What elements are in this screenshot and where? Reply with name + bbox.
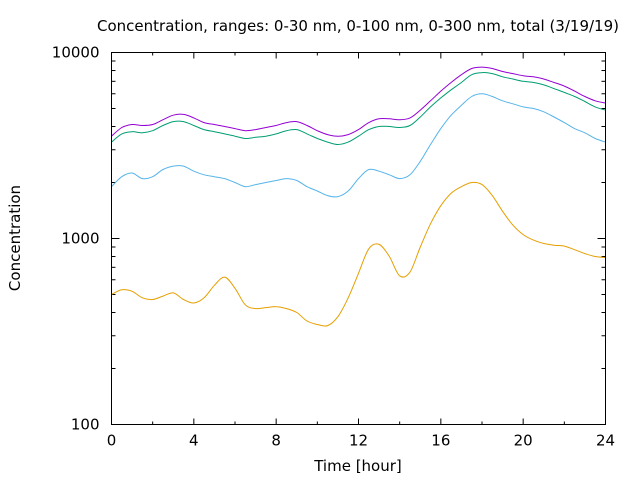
y-tick-label: 10000 — [52, 44, 100, 62]
series-line-3 — [111, 72, 606, 146]
y-tick-label: 1000 — [61, 230, 99, 248]
plot-frame — [111, 52, 606, 425]
x-tick-label: 12 — [349, 432, 368, 450]
series-line-2 — [111, 93, 606, 198]
y-tick-label: 100 — [71, 416, 100, 434]
y-axis-label: Concentration — [6, 185, 24, 291]
series-line-4 — [111, 66, 606, 137]
series-lines — [111, 66, 606, 327]
chart-title: Concentration, ranges: 0-30 nm, 0-100 nm… — [97, 17, 619, 35]
x-tick-label: 24 — [596, 432, 615, 450]
x-tick-label: 4 — [189, 432, 199, 450]
axis-tick-labels: 0 4 8 12 16 20 24 100 1000 10000 — [52, 44, 615, 450]
x-tick-label: 8 — [271, 432, 281, 450]
x-tick-label: 0 — [107, 432, 117, 450]
x-tick-label: 16 — [431, 432, 450, 450]
x-axis-label: Time [hour] — [313, 457, 402, 475]
series-line-1 — [111, 181, 606, 327]
x-tick-label: 20 — [514, 432, 533, 450]
